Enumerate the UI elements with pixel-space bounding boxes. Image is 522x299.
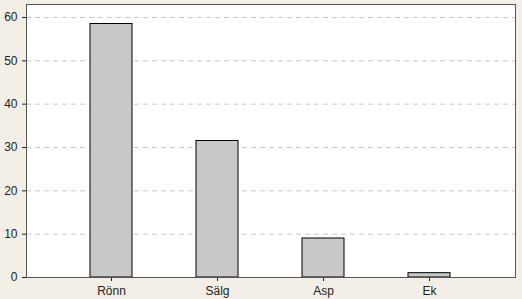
svg-text:10: 10 bbox=[4, 227, 18, 241]
svg-text:Ek: Ek bbox=[422, 284, 437, 298]
svg-text:50: 50 bbox=[4, 54, 18, 68]
svg-text:Asp: Asp bbox=[313, 284, 334, 298]
svg-text:40: 40 bbox=[4, 97, 18, 111]
svg-text:Sälg: Sälg bbox=[205, 284, 229, 298]
svg-text:20: 20 bbox=[4, 184, 18, 198]
svg-text:0: 0 bbox=[11, 270, 18, 284]
svg-text:Rönn: Rönn bbox=[97, 284, 126, 298]
svg-text:60: 60 bbox=[4, 10, 18, 24]
svg-text:30: 30 bbox=[4, 140, 18, 154]
